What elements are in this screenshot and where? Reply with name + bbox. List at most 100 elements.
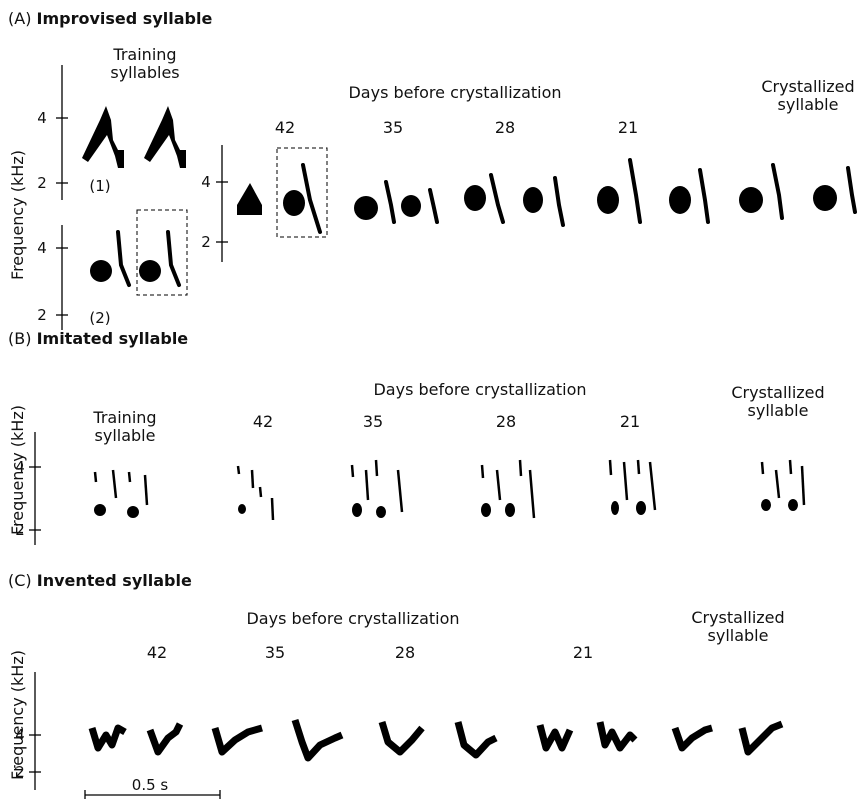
note-stroke (636, 459, 641, 475)
reference-label: Training syllables (110, 45, 180, 82)
y-axis-label: Frequency (kHz) (8, 650, 27, 780)
note-stroke (622, 461, 629, 501)
syllable-stroke (116, 230, 131, 287)
panel-b-heading: (B) Imitated syllable (8, 330, 188, 348)
syllable-trace (291, 718, 344, 762)
syllable-stroke (166, 230, 181, 287)
tick-label: 4 (201, 173, 211, 191)
panel-c-heading: (C) Invented syllable (8, 572, 192, 590)
syllable-trace (146, 722, 184, 756)
dashed-box (136, 209, 188, 296)
tick-label: 2 (15, 521, 25, 539)
y-axis-label: Frequency (kHz) (8, 150, 27, 280)
note (505, 503, 515, 517)
syllable-trace (211, 724, 263, 756)
note-stroke (495, 469, 502, 501)
note-stroke (518, 459, 523, 477)
syllable-stroke (489, 173, 505, 224)
day-label: 28 (394, 643, 416, 662)
note (238, 504, 246, 514)
highlight-boxes (136, 147, 328, 296)
days-heading: Days before crystallization (348, 83, 562, 102)
note (636, 501, 646, 515)
note (376, 506, 386, 518)
day-label: 21 (619, 412, 641, 431)
note (481, 503, 491, 517)
syllable-trace (596, 721, 638, 752)
syllable-trace (454, 721, 498, 759)
days-heading: Days before crystallization (246, 609, 460, 628)
days-heading: Days before crystallization (373, 380, 587, 399)
tick-label: 2 (201, 233, 211, 251)
day-label: 35 (264, 643, 286, 662)
note (352, 503, 362, 517)
part-label: (1) (89, 177, 111, 195)
syllable-blob (90, 260, 112, 282)
tick-label: 4 (37, 239, 47, 257)
note-stroke (800, 465, 806, 506)
panel-b-syllables (94, 499, 798, 518)
note-stroke (396, 469, 404, 513)
syllable-blob (813, 185, 837, 211)
panel-label: (B) (8, 329, 32, 348)
note-stroke (270, 497, 275, 521)
syllable (144, 106, 186, 168)
syllable-trace (738, 720, 784, 756)
note-stroke (788, 459, 793, 475)
dashed-box (276, 147, 328, 238)
syllable-stroke (698, 168, 710, 224)
day-label: 21 (572, 643, 594, 662)
axes (29, 65, 228, 799)
note-stroke (648, 461, 657, 511)
panel-c-syllables (88, 718, 784, 762)
syllable-blob (739, 187, 763, 213)
tick-label: 2 (37, 306, 47, 324)
syllable-trace (378, 720, 425, 756)
crystallized-label: Crystallized syllable (761, 77, 855, 114)
syllable-blob (669, 186, 691, 214)
syllable-blob (401, 195, 421, 217)
day-label: 28 (495, 412, 517, 431)
syllable-stroke (628, 158, 642, 224)
note (127, 506, 139, 518)
note-stroke (374, 459, 379, 477)
panel-a-heading: (A) Improvised syllable (8, 10, 212, 28)
note-stroke (528, 469, 536, 519)
syllable-stroke (846, 166, 857, 214)
panel-title: Invented syllable (36, 571, 192, 590)
day-label: 35 (382, 118, 404, 137)
syllable-blob (283, 190, 305, 216)
panel-a-syllables (82, 106, 837, 282)
day-label: 42 (274, 118, 296, 137)
syllable-stroke (428, 188, 439, 224)
syllable (82, 106, 124, 168)
syllable-blob (597, 186, 619, 214)
panel-title: Improvised syllable (36, 9, 213, 28)
day-label: 42 (252, 412, 274, 431)
note-stroke (236, 465, 241, 475)
note-stroke (364, 469, 370, 501)
tick-label: 4 (15, 726, 25, 744)
note-stroke (127, 471, 132, 483)
note (761, 499, 771, 511)
tick-label: 4 (37, 109, 47, 127)
day-label: 35 (362, 412, 384, 431)
syllable-trace (536, 724, 574, 752)
note-stroke (111, 469, 118, 499)
syllable-blob (354, 196, 378, 220)
panel-a-strokes (116, 158, 857, 287)
note (94, 504, 106, 516)
syllable-stroke (384, 180, 396, 224)
note (788, 499, 798, 511)
note-stroke (760, 461, 765, 475)
syllable-trace (671, 724, 713, 752)
crystallized-label: Crystallized syllable (691, 608, 785, 645)
day-label: 28 (494, 118, 516, 137)
note (611, 501, 619, 515)
tick-label: 4 (15, 458, 25, 476)
panel-label: (C) (8, 571, 32, 590)
tick-label: 2 (15, 763, 25, 781)
note-stroke (350, 464, 355, 478)
